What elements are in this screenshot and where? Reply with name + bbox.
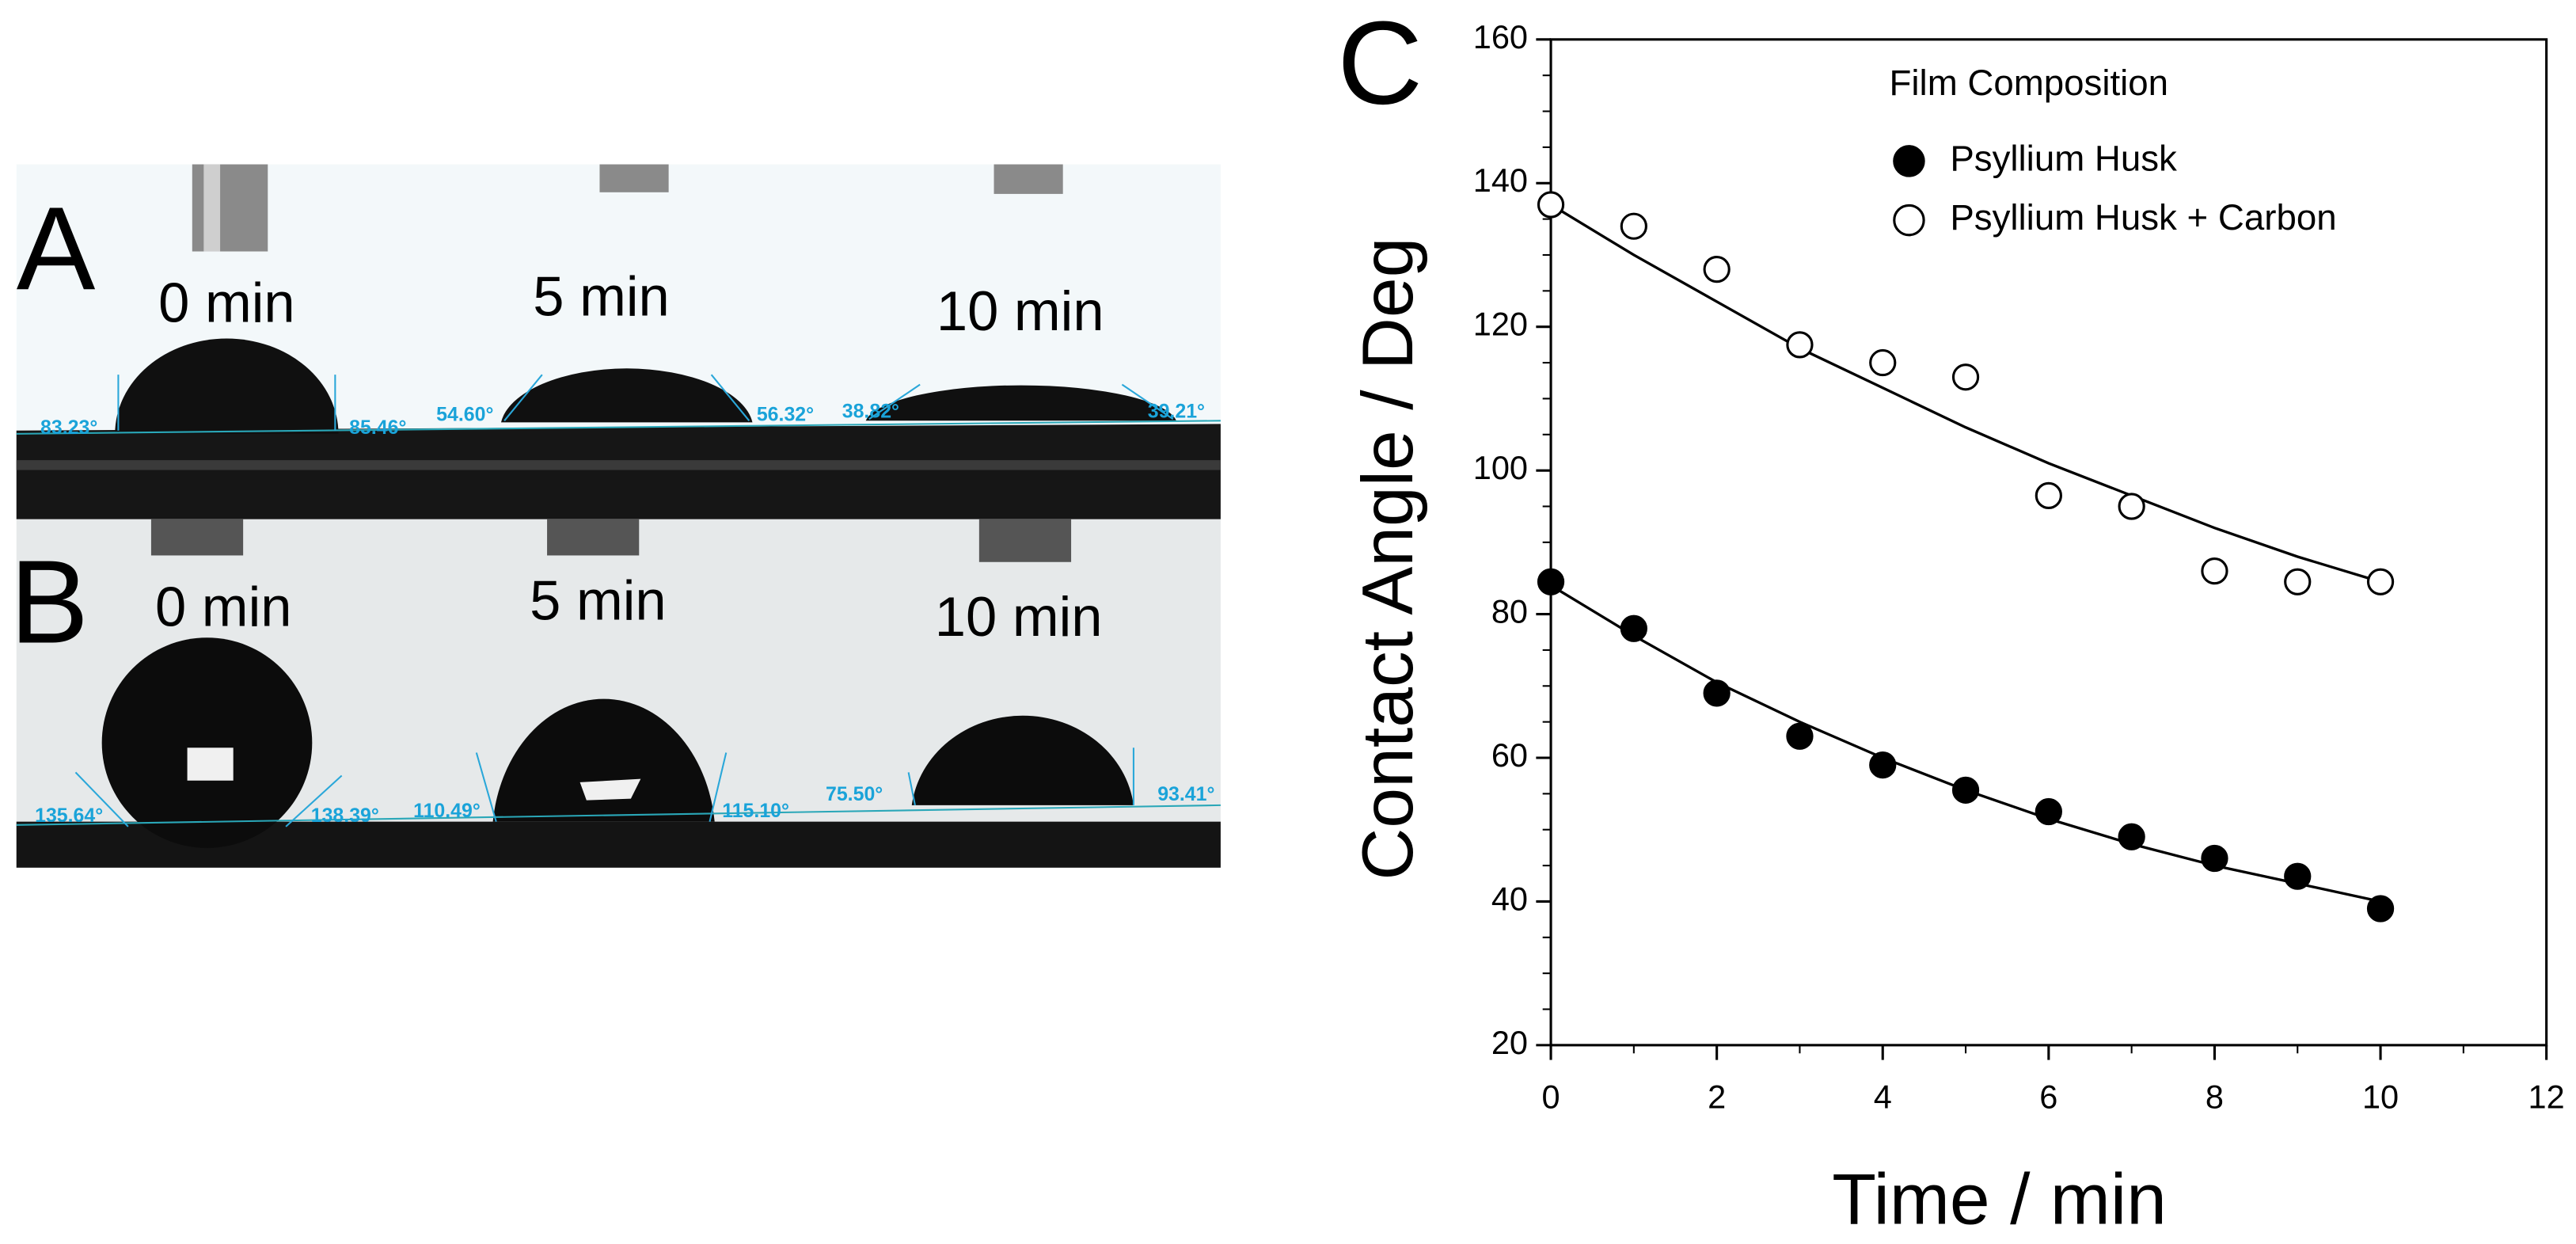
y-axis-label: Contact Angle / Deg xyxy=(1347,238,1428,881)
data-point xyxy=(1537,568,1565,595)
legend-title: Film Composition xyxy=(1890,63,2169,103)
angle-label: 56.32° xyxy=(757,404,814,426)
x-axis-label: Time / min xyxy=(1832,1158,2167,1239)
panel-letter: A xyxy=(17,182,96,314)
data-point xyxy=(1869,751,1897,779)
time-label: 0 min xyxy=(158,272,295,334)
time-label: 10 min xyxy=(935,585,1103,648)
data-point xyxy=(1786,331,1814,359)
data-point xyxy=(2201,844,2228,873)
photo-panel-a xyxy=(16,164,1221,519)
data-point xyxy=(1620,212,1647,240)
data-point xyxy=(2201,557,2228,585)
fit-curve xyxy=(1550,584,2381,904)
data-point xyxy=(1703,255,1731,283)
y-tick-label: 100 xyxy=(1473,449,1528,486)
y-tick-label: 120 xyxy=(1473,306,1528,343)
y-tick-label: 80 xyxy=(1491,593,1528,630)
data-point xyxy=(2118,823,2145,850)
y-tick-label: 20 xyxy=(1491,1024,1528,1061)
data-point xyxy=(1951,363,1980,391)
time-label: 10 min xyxy=(937,280,1104,342)
angle-label: 39.21° xyxy=(1148,400,1205,422)
panel-letter: C xyxy=(1337,0,1423,129)
data-point xyxy=(2035,481,2062,510)
x-tick-label: 6 xyxy=(2039,1078,2057,1115)
angle-label: 110.49° xyxy=(413,800,481,822)
time-label: 5 min xyxy=(533,264,670,327)
x-tick-label: 12 xyxy=(2529,1078,2565,1115)
y-tick-label: 60 xyxy=(1491,736,1528,774)
x-tick-label: 8 xyxy=(2206,1078,2224,1115)
angle-label: 38.82° xyxy=(842,400,899,422)
x-tick-label: 10 xyxy=(2362,1078,2399,1115)
x-tick-label: 2 xyxy=(1708,1078,1726,1115)
legend-label: Psyllium Husk + Carbon xyxy=(1950,197,2336,238)
plot-frame xyxy=(1549,38,2548,1047)
legend-marker xyxy=(1893,145,1925,177)
data-point xyxy=(1951,776,1980,804)
data-point xyxy=(2366,895,2395,923)
panel-letter: B xyxy=(9,535,89,668)
data-point xyxy=(2284,568,2312,595)
y-tick-label: 140 xyxy=(1473,162,1528,199)
angle-label: 54.60° xyxy=(436,404,493,426)
time-label: 0 min xyxy=(155,576,292,638)
angle-label: 115.10° xyxy=(722,800,789,822)
data-point xyxy=(1703,679,1731,707)
x-tick-label: 4 xyxy=(1874,1078,1892,1115)
time-label: 5 min xyxy=(530,569,667,631)
y-tick-label: 160 xyxy=(1473,18,1528,55)
angle-label: 83.23° xyxy=(40,417,97,439)
angle-label: 75.50° xyxy=(826,783,883,805)
data-point xyxy=(1537,191,1565,219)
data-point xyxy=(2118,493,2145,520)
data-point xyxy=(1786,722,1814,750)
angle-label: 85.46° xyxy=(349,417,406,439)
data-point xyxy=(2035,797,2062,826)
angle-label: 138.39° xyxy=(311,805,379,827)
data-point xyxy=(1620,614,1647,642)
x-tick-label: 0 xyxy=(1541,1078,1560,1115)
angle-label: 93.41° xyxy=(1157,783,1214,805)
legend-label: Psyllium Husk xyxy=(1950,138,2177,178)
fit-curve xyxy=(1550,204,2381,584)
data-point xyxy=(2284,862,2312,890)
y-tick-label: 40 xyxy=(1491,880,1528,917)
data-point xyxy=(1869,348,1897,377)
data-point xyxy=(2366,568,2395,595)
photo-panel-b xyxy=(16,519,1221,868)
legend-marker xyxy=(1893,204,1925,237)
angle-label: 135.64° xyxy=(35,805,103,827)
